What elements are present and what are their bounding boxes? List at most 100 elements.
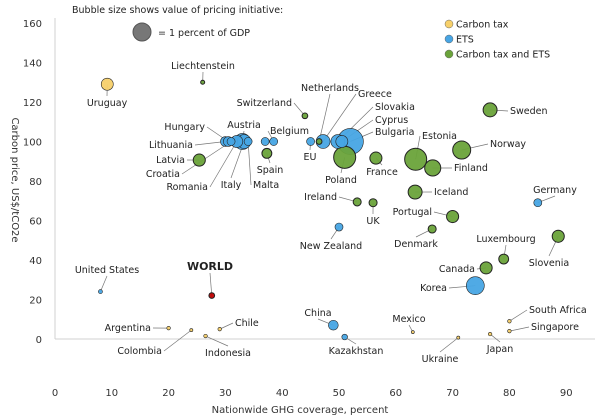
- leader-line-indonesia: [205, 335, 229, 347]
- bubble-unlabeled: [260, 137, 270, 146]
- leader-line-colombia: [163, 329, 192, 352]
- point-label-finland: Finland: [454, 163, 488, 174]
- x-tick-label: 50: [333, 388, 346, 399]
- x-tick-label: 60: [389, 388, 402, 399]
- y-tick-label: 100: [23, 138, 42, 149]
- bubble-germany: [533, 198, 543, 208]
- point-label-ukraine: Ukraine: [422, 354, 459, 365]
- x-tick-label: 30: [219, 388, 232, 399]
- bubble-belgium: [269, 137, 279, 146]
- point-label-mexico: Mexico: [392, 314, 425, 325]
- point-label-uruguay: Uruguay: [87, 98, 128, 109]
- size-legend-bubble: [132, 22, 152, 42]
- bubble-world: [208, 292, 216, 299]
- bubble-malta: [243, 137, 253, 146]
- bubble-denmark: [427, 224, 437, 234]
- size-legend-label: = 1 percent of GDP: [158, 28, 250, 39]
- y-tick-label: 140: [23, 59, 42, 70]
- point-label-united-states: United States: [75, 265, 139, 276]
- point-label-eu: EU: [304, 152, 317, 163]
- bubble-mexico: [411, 330, 415, 334]
- point-label-latvia: Latvia: [156, 155, 185, 166]
- y-tick-label: 80: [29, 177, 42, 188]
- bubble-estonia: [404, 147, 428, 171]
- point-label-china: China: [304, 308, 331, 319]
- point-label-bulgaria: Bulgaria: [375, 127, 414, 138]
- point-label-kazakhstan: Kazakhstan: [329, 346, 384, 357]
- legend-marker-ets: [444, 34, 454, 44]
- bubble-portugal: [446, 210, 460, 224]
- bubble-luxembourg: [498, 253, 510, 265]
- point-label-estonia: Estonia: [422, 131, 457, 142]
- bubble-uk: [368, 198, 378, 208]
- point-label-denmark: Denmark: [394, 239, 438, 250]
- point-label-switzerland: Switzerland: [237, 98, 292, 109]
- point-label-malta: Malta: [253, 180, 279, 191]
- point-label-chile: Chile: [235, 318, 259, 329]
- point-label-netherlands: Netherlands: [301, 83, 359, 94]
- x-tick-label: 80: [503, 388, 516, 399]
- bubble-croatia: [226, 137, 236, 146]
- y-tick-label: 0: [36, 335, 42, 346]
- point-label-ireland: Ireland: [304, 192, 337, 203]
- bubble-poland: [333, 145, 357, 169]
- legend-marker-tax: [444, 19, 454, 29]
- legend: Carbon tax ETS Carbon tax and ETS: [444, 19, 550, 61]
- point-label-south-africa: South Africa: [529, 305, 587, 316]
- point-label-norway: Norway: [490, 139, 526, 150]
- bubble-norway: [452, 140, 472, 160]
- leader-line-croatia: [181, 141, 232, 175]
- leader-line-japan: [489, 333, 501, 343]
- bubble-netherlands: [315, 138, 323, 145]
- point-label-austria: Austria: [227, 120, 261, 131]
- x-axis-label: Nationwide GHG coverage, percent: [212, 405, 389, 416]
- point-label-italy: Italy: [221, 180, 242, 191]
- leader-line-ukraine: [439, 337, 459, 353]
- leader-line-world: [209, 272, 213, 296]
- y-axis-label: Carbon price, US$/tCO2e: [9, 117, 20, 242]
- x-tick-label: 10: [105, 388, 118, 399]
- bubble-new-zealand: [334, 222, 344, 232]
- bubble-argentina: [166, 326, 171, 331]
- y-tick-label: 160: [23, 19, 42, 30]
- bubble-kazakhstan: [341, 333, 348, 341]
- bubble-ireland: [352, 197, 362, 207]
- point-label-lithuania: Lithuania: [149, 140, 193, 151]
- point-label-new-zealand: New Zealand: [300, 241, 362, 252]
- bubble-liechtenstein: [200, 79, 206, 85]
- point-label-singapore: Singapore: [531, 322, 579, 333]
- point-label-romania: Romania: [166, 182, 208, 193]
- legend-label-tax: Carbon tax: [456, 20, 509, 31]
- point-label-portugal: Portugal: [393, 207, 432, 218]
- y-tick-label: 20: [29, 296, 42, 307]
- x-tick-label: 40: [276, 388, 289, 399]
- bubble-singapore: [507, 329, 512, 334]
- point-label-colombia: Colombia: [117, 346, 162, 357]
- leader-line-greece: [322, 93, 357, 142]
- bubble-japan: [487, 331, 493, 337]
- bubble-indonesia: [203, 333, 208, 339]
- bubble-slovenia: [551, 229, 565, 243]
- bubble-cyprus: [335, 135, 349, 148]
- bubble-ukraine: [456, 335, 461, 340]
- bubble-switzerland: [301, 112, 309, 120]
- bubble-finland: [424, 159, 442, 177]
- bubble-united-states: [98, 289, 103, 294]
- point-label-canada: Canada: [439, 264, 475, 275]
- point-label-korea: Korea: [420, 283, 447, 294]
- x-tick-label: 90: [560, 388, 573, 399]
- x-tick-label: 0: [52, 388, 58, 399]
- bubble-korea: [466, 276, 485, 295]
- point-label-iceland: Iceland: [434, 187, 468, 198]
- point-label-argentina: Argentina: [105, 323, 151, 334]
- y-tick-label: 60: [29, 217, 42, 228]
- y-tick-label: 120: [23, 98, 42, 109]
- leader-line-malta: [247, 141, 252, 186]
- bubble-south-africa: [507, 319, 512, 324]
- y-tick-label: 40: [29, 256, 42, 267]
- point-label-hungary: Hungary: [164, 122, 205, 133]
- point-label-croatia: Croatia: [146, 169, 180, 180]
- chart-title: Bubble size shows value of pricing initi…: [72, 5, 283, 16]
- point-label-uk: UK: [366, 216, 380, 227]
